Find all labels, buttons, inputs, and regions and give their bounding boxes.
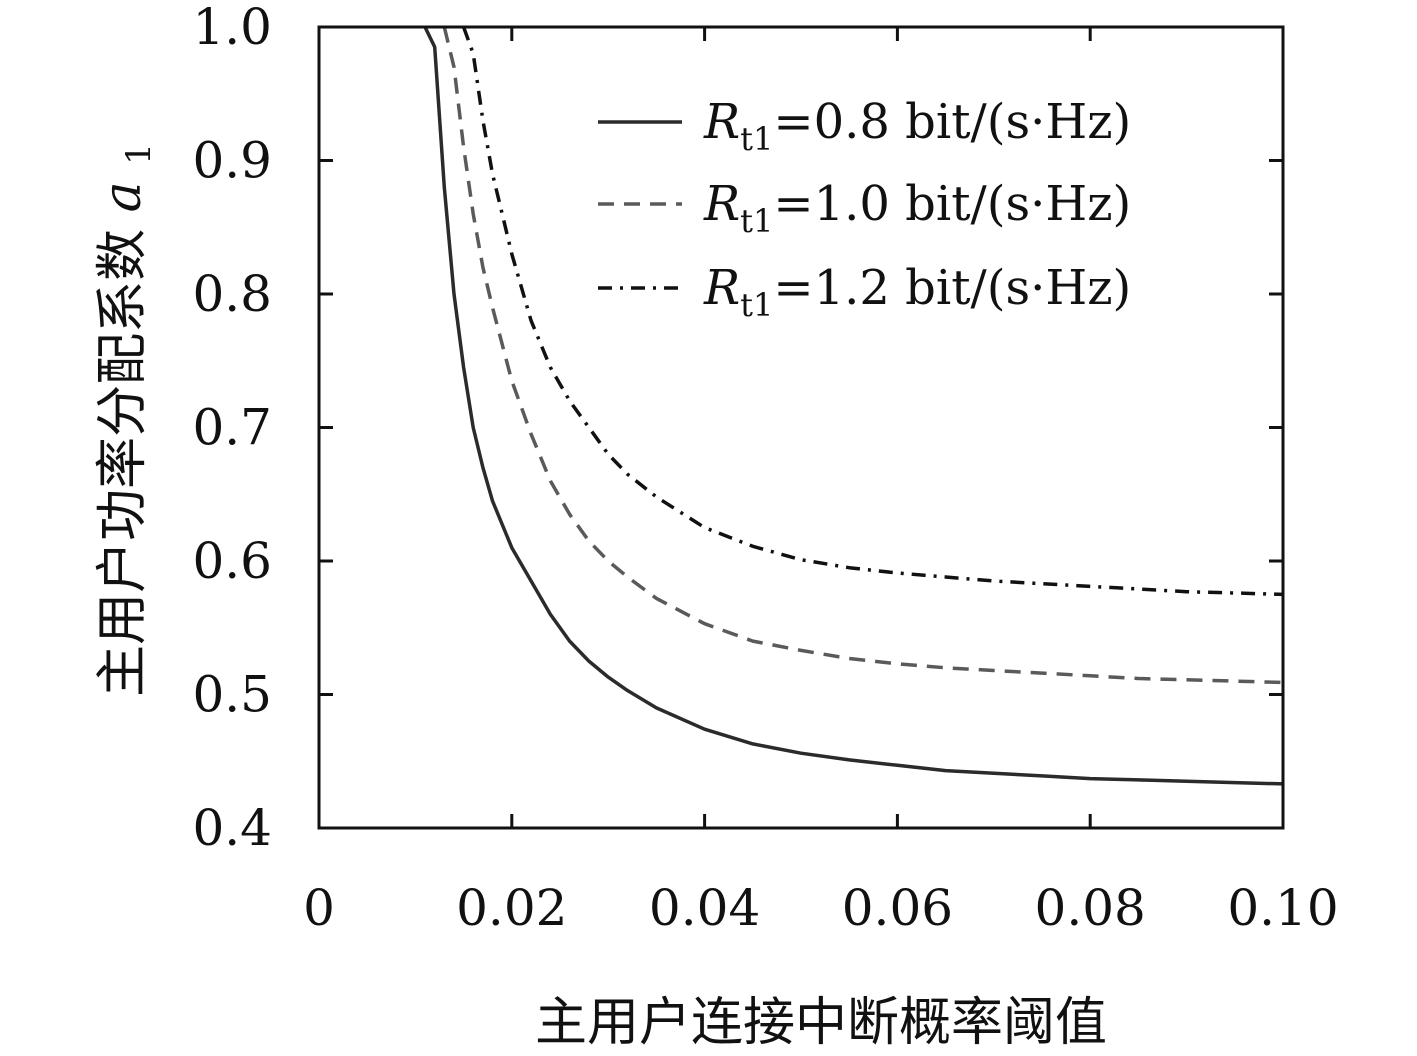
legend-subscript: t1 (740, 286, 773, 324)
legend: Rt1=0.8 bit/(s·Hz)Rt1=1.0 bit/(s·Hz)Rt1=… (598, 94, 1131, 324)
y-tick-label: 0.9 (192, 132, 272, 190)
legend-subscript: t1 (740, 202, 773, 240)
y-tick-label: 0.4 (192, 799, 272, 857)
x-tick-label: 0 (303, 879, 335, 937)
series-line-3 (461, 26, 1284, 597)
x-axis-title: 主用户连接中断概率阈值 (535, 993, 1107, 1053)
y-axis-title-symbol: a (93, 181, 153, 212)
x-tick-label: 0.02 (456, 879, 567, 937)
legend-subscript: t1 (740, 120, 773, 158)
x-tick-label: 0.10 (1227, 879, 1338, 937)
legend-label-1: Rt1=0.8 bit/(s·Hz) (703, 94, 1131, 158)
legend-symbol: R (703, 94, 740, 150)
y-tick-label: 0.5 (192, 666, 272, 724)
series-line-2 (442, 26, 1284, 685)
x-tick-label: 0.04 (649, 879, 760, 937)
legend-label-2: Rt1=1.0 bit/(s·Hz) (703, 176, 1131, 240)
plot-lines (423, 26, 1284, 786)
series-line-1 (423, 26, 1284, 786)
legend-value: =0.8 bit/(s·Hz) (773, 94, 1131, 150)
svg-text:主用户功率分配系数 a 1: 主用户功率分配系数 a 1 (93, 143, 159, 697)
x-tick-label: 0.06 (842, 879, 953, 937)
x-tick-label: 0.08 (1035, 879, 1146, 937)
axis-ticks (319, 27, 1283, 828)
y-tick-label: 0.6 (192, 532, 272, 590)
y-tick-label: 1.0 (192, 0, 272, 56)
y-axis-title-subscript: 1 (119, 143, 159, 165)
legend-label-3: Rt1=1.2 bit/(s·Hz) (703, 260, 1131, 324)
legend-symbol: R (703, 260, 740, 316)
y-tick-label: 0.7 (192, 399, 272, 457)
tick-labels: 0 0.02 0.04 0.06 0.08 0.10 0.4 0.5 0.6 0.7 0.8 0.9 1… (192, 0, 1338, 937)
y-axis-title-text: 主用户功率分配系数 (93, 229, 153, 697)
legend-value: =1.2 bit/(s·Hz) (773, 260, 1131, 316)
y-axis-title: 主用户功率分配系数 a 1 (93, 143, 159, 697)
y-tick-label: 0.8 (192, 265, 272, 323)
legend-symbol: R (703, 176, 740, 232)
legend-value: =1.0 bit/(s·Hz) (773, 176, 1131, 232)
